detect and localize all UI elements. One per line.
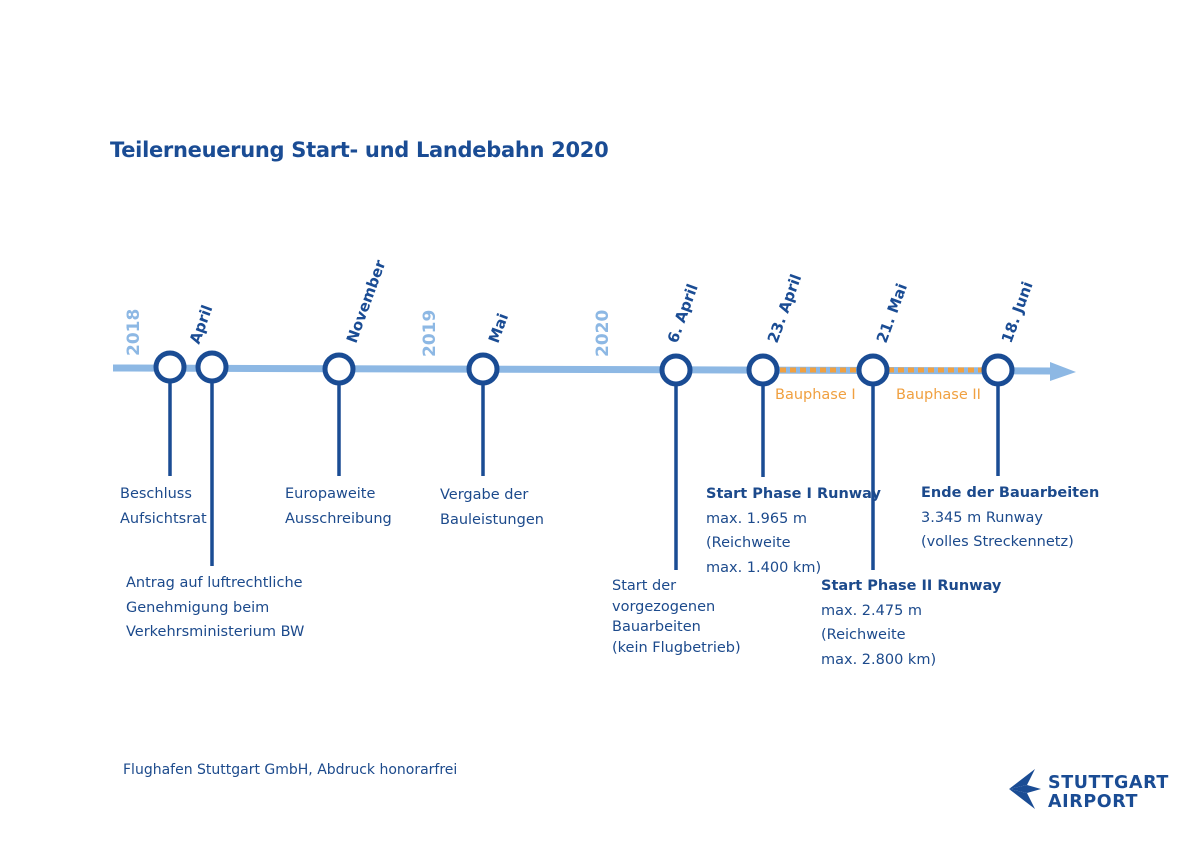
- bauphase-2-label: Bauphase II: [896, 387, 981, 403]
- event-text: max. 1.400 km): [706, 559, 822, 576]
- page-title: Teilerneuerung Start- und Landebahn 2020: [110, 138, 609, 162]
- event-text: (volles Streckennetz): [921, 534, 1074, 550]
- milestone-phase2: [856, 353, 890, 387]
- event-start-vorgezogen: Start der vorgezogenen Bauarbeiten (kein…: [612, 576, 741, 658]
- event-text: vorgezogenen: [612, 598, 716, 615]
- airport-logo-icon: [1009, 769, 1041, 809]
- event-text: (kein Flugbetrieb): [612, 639, 741, 656]
- date-label: 18. Juni: [998, 279, 1037, 345]
- date-label: November: [343, 257, 390, 345]
- footer-credit: Flughafen Stuttgart GmbH, Abdruck honora…: [123, 762, 458, 778]
- event-ende: Ende der Bauarbeiten 3.345 m Runway (vol…: [921, 481, 1099, 555]
- connectors: [168, 383, 1000, 570]
- event-text: Beschluss: [120, 486, 192, 502]
- event-text: Vergabe der: [440, 487, 529, 503]
- date-label: April: [186, 303, 217, 347]
- event-text: Bauleistungen: [440, 511, 544, 528]
- event-text: Aufsichtsrat: [120, 510, 207, 527]
- year-label: 2020: [593, 310, 613, 357]
- date-label: 6. April: [664, 282, 702, 346]
- event-heading: Start Phase I Runway: [706, 486, 881, 502]
- milestone-ende: [981, 353, 1015, 387]
- bauphase-1-label: Bauphase I: [775, 387, 856, 403]
- event-text: Start der: [612, 578, 677, 594]
- event-text: Antrag auf luftrechtliche: [126, 575, 303, 591]
- milestones: [153, 350, 1015, 387]
- event-phase1: Start Phase I Runway max. 1.965 m (Reich…: [706, 482, 881, 580]
- timeline-axis: [112, 364, 1053, 375]
- event-beschluss: Beschluss Aufsichtsrat: [120, 482, 207, 531]
- event-antrag: Antrag auf luftrechtliche Genehmigung be…: [126, 571, 304, 645]
- timeline-arrowhead: [1050, 362, 1076, 381]
- event-text: max. 2.800 km): [821, 651, 937, 668]
- milestone-start-vorgezogen: [659, 353, 693, 387]
- event-text: max. 1.965 m: [706, 510, 808, 527]
- milestone-europaweit: [322, 352, 356, 386]
- milestone-beschluss: [153, 350, 187, 384]
- event-text: Verkehrsministerium BW: [126, 624, 305, 640]
- event-text: (Reichweite: [706, 535, 791, 551]
- year-label: 2019: [420, 310, 440, 357]
- milestone-phase1: [746, 353, 780, 387]
- logo-text-line2: AIRPORT: [1048, 792, 1139, 812]
- event-vergabe: Vergabe der Bauleistungen: [440, 483, 544, 532]
- event-heading: Start Phase II Runway: [821, 578, 1002, 594]
- milestone-vergabe: [466, 352, 500, 386]
- date-label: 21. Mai: [873, 281, 911, 345]
- event-heading: Ende der Bauarbeiten: [921, 485, 1100, 501]
- event-text: (Reichweite: [821, 627, 906, 643]
- event-phase2: Start Phase II Runway max. 2.475 m (Reic…: [821, 574, 1001, 672]
- date-label: 23. April: [764, 272, 805, 346]
- event-text: Genehmigung beim: [126, 599, 270, 616]
- event-text: Bauarbeiten: [612, 619, 701, 635]
- event-text: Ausschreibung: [285, 510, 392, 527]
- event-text: max. 2.475 m: [821, 602, 923, 619]
- event-text: 3.345 m Runway: [921, 509, 1043, 526]
- milestone-antrag: [195, 350, 229, 384]
- date-label: Mai: [485, 311, 512, 346]
- logo-text-line1: STUTTGART: [1048, 773, 1169, 793]
- event-europaweit: Europaweite Ausschreibung: [285, 482, 392, 531]
- year-label: 2018: [124, 309, 144, 356]
- event-text: Europaweite: [285, 486, 376, 502]
